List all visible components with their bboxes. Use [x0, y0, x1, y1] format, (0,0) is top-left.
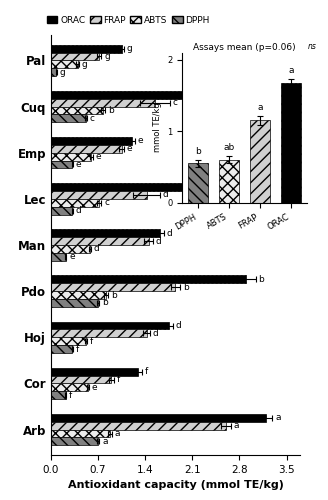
Bar	[51, 414, 266, 422]
Text: ns: ns	[308, 42, 317, 51]
Text: a: a	[288, 66, 294, 76]
Text: e: e	[92, 383, 97, 392]
Bar	[51, 106, 103, 114]
Bar	[51, 52, 99, 60]
Bar	[51, 338, 86, 345]
Text: c: c	[197, 90, 202, 100]
Bar	[51, 245, 90, 253]
Bar	[51, 145, 122, 152]
Bar	[51, 68, 56, 76]
Bar	[51, 44, 122, 52]
Text: f: f	[90, 336, 93, 345]
Y-axis label: mmol TE/kg: mmol TE/kg	[153, 102, 161, 152]
Text: a: a	[115, 429, 120, 438]
Bar	[51, 91, 189, 98]
Bar	[188, 163, 208, 202]
Text: e: e	[138, 136, 143, 145]
X-axis label: Antioxidant capacity (mmol TE/kg): Antioxidant capacity (mmol TE/kg)	[68, 480, 283, 490]
Bar	[219, 160, 239, 202]
Bar	[51, 430, 110, 438]
Text: e: e	[127, 144, 133, 154]
Bar	[51, 392, 66, 399]
Text: c: c	[90, 114, 95, 123]
Bar	[51, 422, 226, 430]
Text: d: d	[175, 321, 181, 330]
Text: f: f	[117, 375, 120, 384]
Text: b: b	[183, 282, 189, 292]
Text: e: e	[76, 160, 81, 169]
Bar	[51, 183, 199, 191]
Text: g: g	[60, 68, 65, 76]
Bar	[51, 284, 175, 291]
Bar	[51, 199, 99, 206]
Title: Assays mean (p=0.06): Assays mean (p=0.06)	[193, 42, 296, 51]
Bar	[51, 206, 72, 214]
Legend: ORAC, FRAP, ABTS, DPPH: ORAC, FRAP, ABTS, DPPH	[43, 12, 213, 28]
Bar	[51, 230, 160, 237]
Text: a: a	[234, 421, 239, 430]
Text: a: a	[275, 414, 281, 422]
Text: d: d	[76, 206, 82, 215]
Text: g: g	[127, 44, 133, 53]
Bar	[51, 137, 132, 145]
Text: d: d	[206, 182, 212, 192]
Text: a: a	[257, 104, 263, 112]
Bar	[51, 384, 88, 392]
Text: f: f	[145, 367, 148, 376]
Text: d: d	[94, 244, 100, 254]
Bar	[51, 191, 147, 199]
Text: g: g	[104, 52, 110, 61]
Bar	[51, 299, 98, 307]
Bar	[51, 253, 66, 260]
Text: g: g	[82, 60, 88, 69]
Text: b: b	[111, 290, 116, 300]
Bar	[51, 368, 138, 376]
Bar	[51, 322, 169, 330]
Text: b: b	[258, 275, 264, 284]
Bar	[51, 330, 147, 338]
Text: d: d	[163, 190, 169, 200]
Text: b: b	[195, 147, 201, 156]
Text: f: f	[69, 390, 72, 400]
Text: e: e	[95, 152, 101, 161]
Text: c: c	[173, 98, 178, 107]
Bar	[51, 291, 106, 299]
Text: d: d	[156, 236, 162, 246]
Bar	[51, 152, 91, 160]
Text: e: e	[69, 252, 75, 262]
Bar	[51, 237, 149, 245]
Bar	[51, 276, 246, 283]
Text: b: b	[102, 298, 108, 308]
Text: d: d	[167, 228, 173, 237]
Bar	[51, 114, 86, 122]
Bar	[281, 82, 301, 202]
Bar	[51, 98, 155, 106]
Text: ab: ab	[223, 144, 235, 152]
Text: d: d	[153, 329, 158, 338]
Bar	[51, 60, 78, 68]
Bar	[51, 160, 72, 168]
Bar	[51, 345, 72, 353]
Bar	[51, 376, 112, 384]
Text: f: f	[76, 344, 79, 354]
Text: a: a	[102, 437, 108, 446]
Text: c: c	[104, 198, 109, 207]
Bar	[51, 438, 98, 446]
Bar	[250, 120, 270, 202]
Text: b: b	[108, 106, 114, 115]
